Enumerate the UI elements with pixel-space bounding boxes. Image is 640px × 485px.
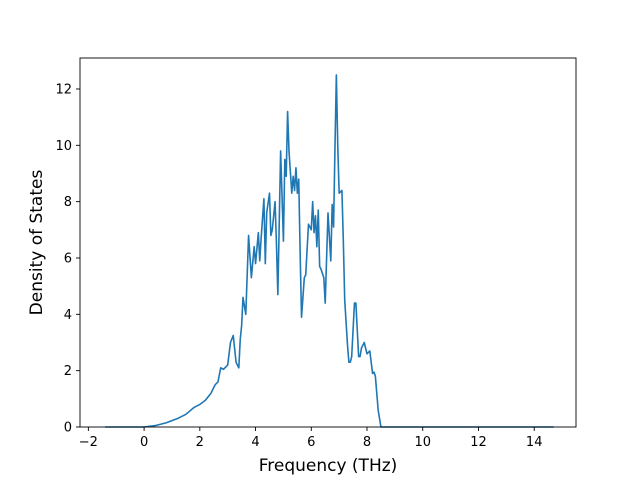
y-tick-label: 8 bbox=[64, 195, 72, 210]
y-tick-label: 2 bbox=[64, 364, 72, 379]
y-axis-title: Density of States bbox=[27, 170, 47, 316]
y-tick-label: 6 bbox=[64, 251, 72, 266]
x-tick-label: 14 bbox=[526, 435, 543, 450]
x-tick-label: 0 bbox=[140, 435, 148, 450]
x-axis-ticks: −2 0 2 4 6 8 10 12 14 bbox=[79, 427, 543, 450]
y-tick-label: 0 bbox=[64, 421, 72, 436]
x-tick-label: 12 bbox=[470, 435, 487, 450]
x-tick-label: −2 bbox=[79, 435, 98, 450]
x-tick-label: 6 bbox=[307, 435, 315, 450]
x-axis-title: Frequency (THz) bbox=[259, 456, 398, 476]
y-axis-ticks: 0 2 4 6 8 10 12 bbox=[55, 82, 80, 436]
y-tick-label: 12 bbox=[55, 82, 72, 97]
x-tick-label: 8 bbox=[363, 435, 371, 450]
x-tick-label: 4 bbox=[251, 435, 259, 450]
x-tick-label: 10 bbox=[414, 435, 431, 450]
y-tick-label: 10 bbox=[55, 139, 72, 154]
series-line-0 bbox=[105, 74, 554, 428]
plot-frame bbox=[79, 57, 577, 428]
plot-area bbox=[79, 57, 577, 428]
y-tick-label: 4 bbox=[64, 308, 72, 323]
x-tick-label: 2 bbox=[196, 435, 204, 450]
